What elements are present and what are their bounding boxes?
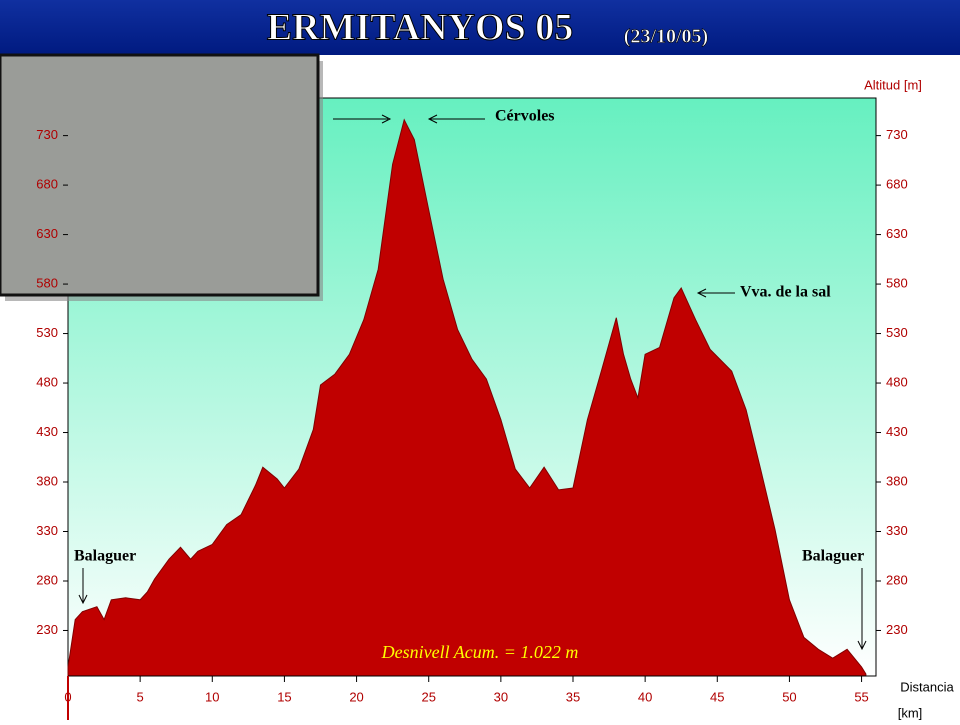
y-tick-label: 680	[36, 177, 58, 192]
y-tick-label: 530	[36, 325, 58, 340]
y-tick-label: 730	[36, 127, 58, 142]
x-tick-label: 30	[494, 689, 508, 704]
y-tick-label: 580	[36, 276, 58, 291]
x-tick-label: 15	[277, 689, 291, 704]
y-tick-label: 380	[36, 473, 58, 488]
x-tick-label: 45	[710, 689, 724, 704]
y-tick-label: 280	[36, 572, 58, 587]
y2-tick-label: 730	[886, 127, 908, 142]
arrow-head	[427, 114, 438, 124]
arrow-head	[78, 594, 88, 605]
chart-subtitle: (23/10/05)	[624, 26, 708, 48]
x-tick-label: 25	[421, 689, 435, 704]
arrow-head	[381, 114, 392, 124]
y2-tick-label: 430	[886, 424, 908, 439]
y-tick-label: 230	[36, 622, 58, 637]
annotation: Vva. de la sal	[740, 284, 831, 301]
y2-tick-label: 630	[886, 226, 908, 241]
y2-tick-label: 330	[886, 523, 908, 538]
x-tick-label: 35	[566, 689, 580, 704]
y2-tick-label: 580	[886, 276, 908, 291]
x-tick-label: 5	[137, 689, 144, 704]
x-tick-label: 10	[205, 689, 219, 704]
photo	[0, 53, 320, 297]
y2-tick-label: 230	[886, 622, 908, 637]
y-tick-label: 330	[36, 523, 58, 538]
x-tick-label: 55	[854, 689, 868, 704]
plot	[67, 118, 867, 677]
x-axis-label: Distancia	[900, 679, 954, 694]
x-tick-label: 20	[349, 689, 363, 704]
arrows	[78, 114, 867, 651]
y-tick-label: 430	[36, 424, 58, 439]
y-axis-label: Altitud [m]	[864, 77, 922, 92]
y-tick-label: 480	[36, 374, 58, 389]
y2-tick-label: 380	[886, 473, 908, 488]
annotation: Cérvoles	[495, 108, 555, 125]
annotation: Desnivell Acum. = 1.022 m	[381, 642, 579, 662]
y2-tick-label: 280	[886, 572, 908, 587]
elevation-area	[67, 118, 867, 677]
arrow-head	[857, 640, 867, 651]
annotation: Balaguer	[74, 548, 136, 565]
y2-tick-label: 680	[886, 177, 908, 192]
chart-title: ERMITANYOS 05	[267, 7, 574, 49]
y2-tick-label: 480	[886, 374, 908, 389]
annotation: Balaguer	[802, 548, 864, 565]
y2-tick-label: 530	[886, 325, 908, 340]
y-tick-label: 630	[36, 226, 58, 241]
x-axis-unit: [km]	[898, 705, 923, 720]
x-tick-label: 40	[638, 689, 652, 704]
arrow-head	[696, 288, 707, 298]
header-bar	[0, 0, 960, 55]
x-tick-label: 50	[782, 689, 796, 704]
